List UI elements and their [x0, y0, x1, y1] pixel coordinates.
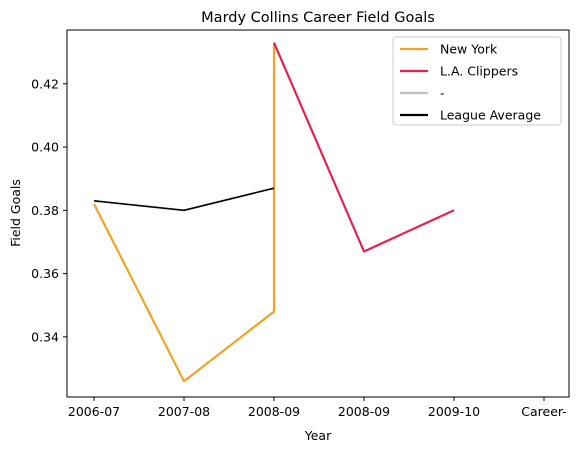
legend-label: - [440, 86, 445, 101]
legend-label: New York [440, 42, 498, 57]
y-tick-label: 0.38 [31, 203, 59, 218]
series-line-3 [93, 187, 275, 212]
x-tick-label: 2006-07 [68, 404, 120, 419]
y-axis: 0.34 0.36 0.38 0.40 0.42 [31, 76, 67, 344]
plot-frame [66, 29, 570, 398]
legend-box [392, 36, 562, 126]
series-line-1 [272, 42, 455, 253]
x-tick-label: 2008-09 [338, 404, 390, 419]
x-tick-label: 2007-08 [158, 404, 210, 419]
y-tick-label: 0.42 [31, 76, 59, 91]
legend-label: League Average [440, 108, 541, 123]
x-tick-label: Career- [521, 404, 566, 419]
y-axis-label: Field Goals [8, 179, 23, 247]
y-tick-label: 0.36 [31, 266, 59, 281]
chart-title: Mardy Collins Career Field Goals [201, 10, 435, 26]
y-tick-label: 0.40 [31, 140, 59, 155]
legend-label: L.A. Clippers [440, 64, 518, 79]
x-tick-label: 2009-10 [428, 404, 480, 419]
legend: New York L.A. Clippers - League Average [392, 36, 562, 126]
x-tick-label: 2008-09 [248, 404, 300, 419]
x-axis: 2006-07 2007-08 2008-09 2008-09 2009-10 Caree… [68, 397, 567, 419]
series-layer [93, 42, 455, 383]
series-line-0 [93, 42, 276, 383]
y-tick-label: 0.34 [31, 329, 59, 344]
x-axis-label: Year [304, 428, 332, 443]
